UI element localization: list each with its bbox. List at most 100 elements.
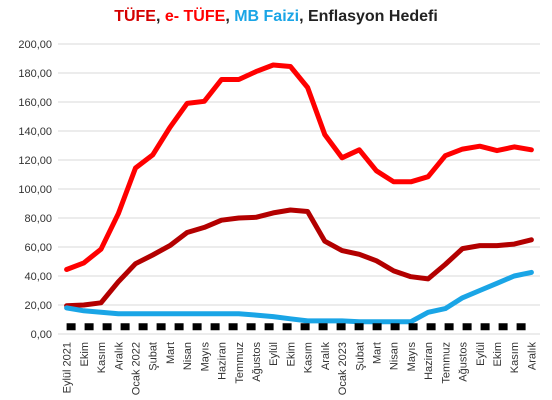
data-point <box>530 325 533 328</box>
data-point <box>409 320 412 323</box>
data-point <box>375 259 378 262</box>
data-point <box>427 311 430 314</box>
data-point <box>392 325 395 328</box>
y-tick-label: 120,00 <box>18 155 52 167</box>
data-point <box>427 277 430 280</box>
data-point <box>392 180 395 183</box>
x-tick-label: Temmuz <box>234 342 246 384</box>
x-tick-label: Ağustos <box>458 342 470 382</box>
data-point <box>495 244 498 247</box>
data-point <box>254 314 257 317</box>
data-point <box>237 217 240 220</box>
x-tick-label: Haziran <box>217 342 229 380</box>
data-point <box>220 78 223 81</box>
data-point <box>495 149 498 152</box>
data-point <box>272 64 275 67</box>
data-point <box>478 145 481 148</box>
data-point <box>375 320 378 323</box>
data-point <box>117 280 120 283</box>
data-point <box>272 211 275 214</box>
x-tick-label: Mayıs <box>199 342 211 372</box>
x-tick-label: Aralık <box>320 342 332 371</box>
data-point <box>444 263 447 266</box>
data-point <box>323 240 326 243</box>
data-point <box>461 247 464 250</box>
data-point <box>65 325 68 328</box>
x-tick-label: Ekim <box>79 342 91 366</box>
data-point <box>168 325 171 328</box>
data-point <box>375 169 378 172</box>
data-point <box>375 325 378 328</box>
x-tick-label: Kasım <box>96 342 108 373</box>
data-point <box>323 325 326 328</box>
x-tick-label: Eylül <box>475 342 487 366</box>
data-point <box>341 319 344 322</box>
data-point <box>203 325 206 328</box>
x-tick-label: Eylül 2021 <box>62 342 74 393</box>
data-point <box>65 268 68 271</box>
data-point <box>306 325 309 328</box>
data-point <box>272 325 275 328</box>
x-tick-label: Şubat <box>148 342 160 371</box>
y-tick-label: 0,00 <box>31 329 52 341</box>
data-point <box>358 325 361 328</box>
x-tick-label: Mart <box>371 342 383 364</box>
y-tick-label: 200,00 <box>18 39 52 51</box>
data-point <box>151 153 154 156</box>
series-line-tüfe <box>64 207 534 309</box>
data-point <box>530 148 533 151</box>
data-point <box>220 219 223 222</box>
chart-title: TÜFE, e- TÜFE, MB Faizi, Enflasyon Hedef… <box>0 8 552 26</box>
y-tick-label: 100,00 <box>18 184 52 196</box>
chart-title-part: e- TÜFE <box>164 8 226 25</box>
chart-title-part: , <box>225 8 235 25</box>
data-point <box>289 317 292 320</box>
data-point <box>254 70 257 73</box>
data-point <box>186 231 189 234</box>
data-point <box>203 312 206 315</box>
data-point <box>134 166 137 169</box>
data-point <box>358 253 361 256</box>
data-point <box>186 102 189 105</box>
data-point <box>306 319 309 322</box>
x-tick-label: Ekim <box>492 342 504 366</box>
data-point <box>444 307 447 310</box>
data-point <box>427 175 430 178</box>
data-point <box>168 312 171 315</box>
data-point <box>100 325 103 328</box>
data-point <box>409 180 412 183</box>
data-point <box>513 275 516 278</box>
data-point <box>358 320 361 323</box>
data-point <box>100 311 103 314</box>
chart-title-part: , <box>155 8 165 25</box>
x-tick-label: Ekim <box>285 342 297 366</box>
data-point <box>237 78 240 81</box>
data-point <box>495 282 498 285</box>
y-tick-label: 60,00 <box>24 242 52 254</box>
x-tick-label: Temmuz <box>440 342 452 384</box>
data-point <box>82 309 85 312</box>
data-point <box>461 325 464 328</box>
data-point <box>151 312 154 315</box>
data-point <box>478 289 481 292</box>
data-point <box>82 261 85 264</box>
data-point <box>444 154 447 157</box>
data-point <box>168 244 171 247</box>
x-tick-label: Ağustos <box>251 342 263 382</box>
data-point <box>341 249 344 252</box>
data-point <box>478 244 481 247</box>
data-point <box>186 325 189 328</box>
data-point <box>530 238 533 241</box>
chart-title-part: MB Faizi <box>234 8 300 25</box>
data-point <box>203 100 206 103</box>
data-point <box>306 86 309 89</box>
data-point <box>409 325 412 328</box>
y-tick-label: 80,00 <box>24 213 52 225</box>
y-tick-label: 160,00 <box>18 97 52 109</box>
data-point <box>392 320 395 323</box>
data-point <box>513 243 516 246</box>
data-point <box>82 304 85 307</box>
data-point <box>513 325 516 328</box>
